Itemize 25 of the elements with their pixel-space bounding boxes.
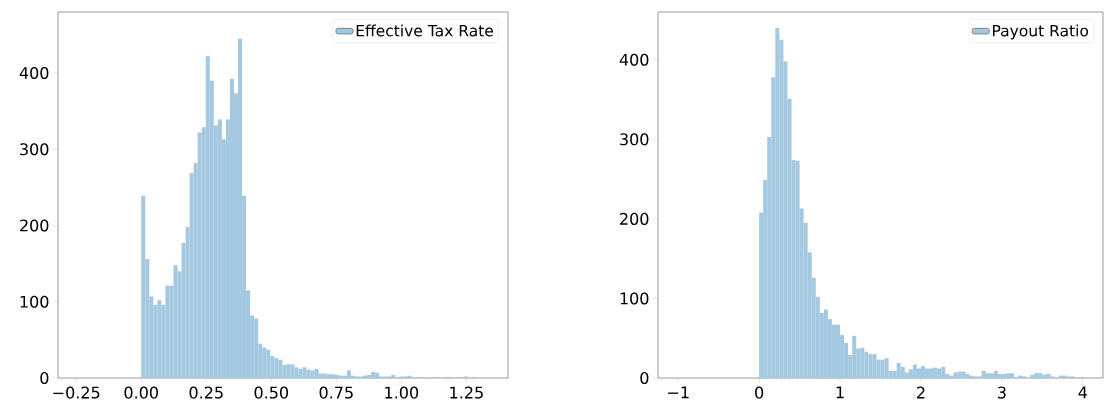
x-tick-label: 0 — [755, 386, 764, 399]
y-tick-label: 300 — [620, 133, 649, 146]
x-tick-label: 1.25 — [450, 386, 483, 399]
y-tick-label: 200 — [620, 212, 649, 225]
y-tick-label: 100 — [20, 295, 49, 308]
y-tick-label: 300 — [20, 143, 49, 156]
x-tick-label: 3 — [998, 386, 1006, 399]
x-tick-label: 0.00 — [124, 386, 158, 399]
y-tick-label: 0 — [640, 371, 649, 385]
y-tick-label: 400 — [619, 53, 649, 66]
x-tick-label: 0.50 — [254, 386, 289, 399]
y-tick-label: 400 — [19, 66, 49, 80]
y-tick-label: 200 — [20, 219, 49, 232]
x-tick-label: 0.25 — [189, 386, 223, 399]
x-tick-label: 1 — [836, 386, 844, 399]
x-tick-label: 2 — [917, 386, 925, 399]
legend-label: Effective Tax Rate — [356, 24, 493, 37]
x-tick-label: 1.00 — [385, 386, 419, 399]
y-tick-label: 100 — [620, 292, 649, 305]
y-tick-label: 0 — [40, 371, 49, 385]
x-tick-label: −1 — [668, 386, 689, 399]
legend-label: Payout Ratio — [993, 24, 1089, 40]
x-tick-label: 0.75 — [319, 386, 353, 399]
x-tick-label: 4 — [1078, 386, 1087, 399]
x-tick-label: −0.25 — [53, 386, 100, 399]
